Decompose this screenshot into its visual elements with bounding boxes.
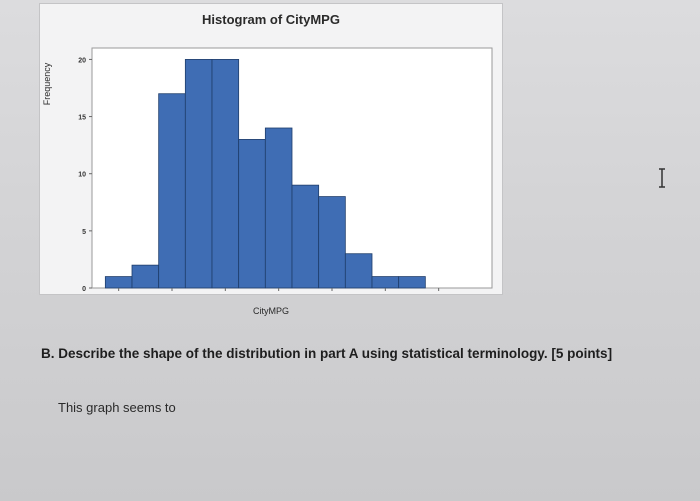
histogram-bar [371,276,400,289]
histogram-bar [238,139,266,289]
y-tick-label: 10 [78,172,86,179]
x-axis-label: CityMPG [253,306,289,316]
y-tick-label: 20 [78,57,86,64]
histogram-bar [131,264,160,289]
y-tick-label: 0 [82,286,86,293]
y-axis-label: Frequency [42,62,52,106]
text-cursor-icon [659,168,665,188]
histogram-bar [158,93,186,289]
histogram-bar [398,276,426,289]
histogram-bar [344,253,373,289]
y-tick-label: 15 [78,115,86,122]
histogram-bar [104,276,133,289]
histogram-plot: 0510152012162024283236 [78,47,493,293]
question-text: B. Describe the shape of the distributio… [41,346,613,361]
histogram-bar [291,184,320,289]
histogram-bar [318,196,346,289]
histogram-bar [264,127,293,289]
chart-title: Histogram of CityMPG [202,12,340,27]
answer-field[interactable]: This graph seems to [58,400,176,415]
histogram-bar [184,59,213,289]
y-tick-label: 5 [82,229,86,236]
histogram-bar [211,59,240,289]
histogram-figure: 0510152012162024283236 Histogram of City… [40,4,502,316]
